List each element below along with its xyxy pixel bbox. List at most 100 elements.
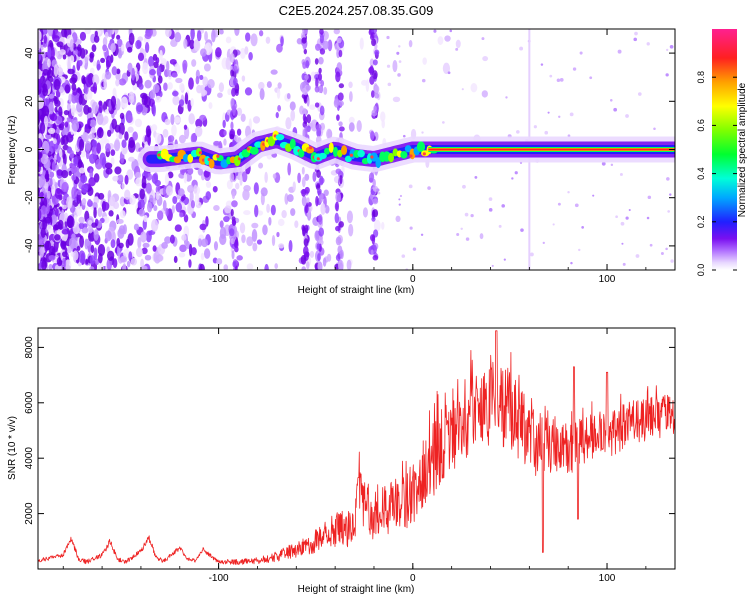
noise-blob [194,125,203,137]
noise-blob [243,210,251,216]
noise-blob [346,259,352,270]
noise-blob [55,50,59,57]
noise-stripe-blob [372,59,378,66]
signal-blob [318,152,327,160]
signal-blob-core [409,154,413,158]
noise-stripe-blob [233,77,238,86]
noise-blob [174,224,182,232]
noise-blob [84,238,91,247]
noise-dot [412,247,417,251]
signal-blob [208,158,215,169]
noise-blob [60,240,67,250]
noise-blob [154,132,162,145]
noise-stripe-blob [315,124,322,131]
noise-blob [333,29,341,35]
noise-blob [309,250,315,258]
noise-blob [83,92,91,101]
noise-blob [63,110,70,116]
noise-blob [91,145,97,156]
noise-blob [138,208,146,217]
noise-blob [38,175,46,188]
signal-blob [332,146,339,158]
noise-dot [544,130,549,135]
noise-dot [447,71,451,75]
noise-dot [625,216,629,220]
noise-blob [239,47,246,60]
noise-blob [271,235,276,247]
noise-stripe-blob [314,58,319,65]
noise-blob [53,78,61,91]
noise-dot [559,78,564,82]
noise-blob [110,43,116,53]
noise-blob [322,257,327,267]
noise-blob [87,219,93,226]
noise-blob [116,68,121,75]
noise-blob [285,117,292,130]
noise-blob [119,112,125,120]
noise-blob [87,118,91,126]
signal-blob [344,155,352,163]
noise-blob [213,204,220,212]
noise-blob [95,158,103,170]
noise-blob [50,214,58,225]
noise-dot [464,212,469,217]
noise-blob [236,128,242,136]
noise-blob [175,202,183,213]
noise-blob [203,169,210,178]
noise-blob [227,88,232,96]
noise-dot [540,63,544,66]
noise-dot [610,99,613,102]
noise-blob [169,58,177,65]
noise-blob [140,231,147,243]
noise-stripe-blob [336,114,340,121]
noise-blob [127,126,134,133]
noise-blob [213,140,221,146]
noise-blob [199,74,204,81]
noise-stripe-blob [372,198,379,205]
signal-blob [375,157,382,169]
noise-blob [169,234,175,244]
snr-y-ticks: 2000 4000 6000 8000 [24,336,675,525]
noise-blob [39,122,46,134]
noise-dot [386,35,390,40]
noise-stripe-blob [372,178,376,188]
noise-stripe-blob [303,238,309,247]
signal-blob-core [349,153,354,157]
noise-blob [41,260,47,270]
noise-blob [348,81,353,89]
spectrogram-y-tick-label: 40 [24,47,35,59]
noise-blob [87,198,92,205]
noise-blob [62,149,66,160]
noise-blob [59,148,63,158]
noise-blob [81,227,89,234]
noise-dot [398,198,401,201]
noise-blob [145,125,151,138]
noise-blob [112,175,119,182]
noise-blob [118,242,124,249]
noise-blob [94,258,100,266]
noise-stripe-blob [370,249,374,255]
noise-blob [470,83,478,93]
noise-stripe-blob [300,254,307,265]
noise-blob [64,127,68,135]
noise-dot [402,134,406,138]
noise-blob [277,82,282,89]
noise-blob [107,250,115,261]
noise-dot [501,204,505,208]
noise-blob [392,96,401,103]
noise-blob [157,75,163,84]
noise-stripe-blob [306,114,312,124]
noise-stripe-blob [333,98,340,108]
noise-blob [211,29,216,43]
noise-blob [80,149,86,158]
noise-blob [58,86,64,94]
noise-blob [79,235,84,248]
noise-blob [47,29,54,37]
noise-blob [79,48,86,59]
noise-blob [132,131,138,141]
noise-dot [647,195,652,200]
noise-blob [66,215,74,229]
snr-y-tick-label: 4000 [24,447,35,470]
noise-blob [236,107,243,116]
noise-blob [362,207,368,218]
